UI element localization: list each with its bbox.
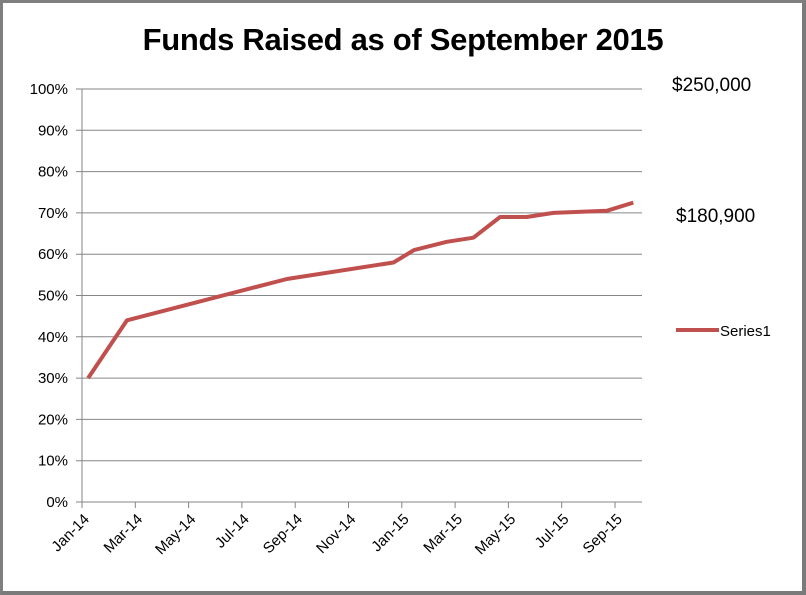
series-line bbox=[86, 200, 634, 380]
x-tick-label: Sep-15 bbox=[580, 511, 626, 557]
y-tick-label: 60% bbox=[38, 246, 68, 263]
raised-annotation: $180,900 bbox=[676, 206, 756, 227]
y-tick-label: 20% bbox=[38, 411, 68, 428]
goal-annotation: $250,000 bbox=[672, 75, 752, 96]
x-tick-label: May-14 bbox=[152, 511, 199, 558]
y-tick-label: 10% bbox=[38, 453, 68, 470]
x-tick-label: Mar-14 bbox=[101, 511, 147, 557]
y-tick-label: 40% bbox=[38, 329, 68, 346]
y-tick-label: 100% bbox=[30, 81, 68, 98]
chart-title: Funds Raised as of September 2015 bbox=[142, 22, 664, 57]
x-tick-label: Jul-14 bbox=[212, 511, 253, 552]
x-tick-label: Sep-14 bbox=[260, 511, 306, 557]
x-tick-label: Jan-14 bbox=[48, 511, 92, 555]
x-tick-label: Mar-15 bbox=[420, 511, 466, 557]
x-tick-label: Jan-15 bbox=[368, 511, 412, 555]
legend-label: Series1 bbox=[720, 323, 771, 340]
y-tick-label: 90% bbox=[38, 122, 68, 139]
x-tick-label: May-15 bbox=[472, 511, 519, 558]
x-tick-label: Jul-15 bbox=[532, 511, 573, 552]
y-tick-label: 80% bbox=[38, 164, 68, 181]
x-tick-label: Nov-14 bbox=[313, 511, 359, 557]
y-tick-label: 50% bbox=[38, 288, 68, 305]
y-tick-label: 0% bbox=[46, 494, 68, 511]
y-tick-label: 70% bbox=[38, 205, 68, 222]
y-tick-label: 30% bbox=[38, 370, 68, 387]
